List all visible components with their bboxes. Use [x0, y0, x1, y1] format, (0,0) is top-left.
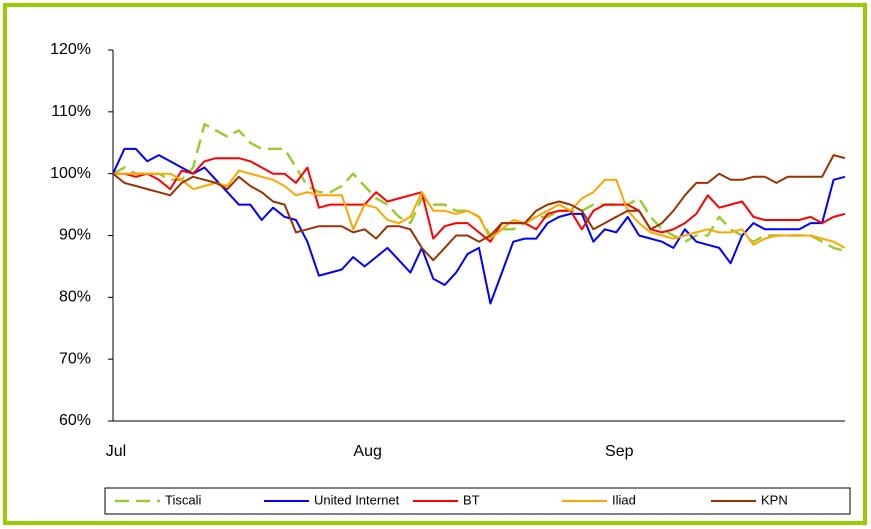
series-line [113, 169, 846, 249]
y-tick-label: 120% [50, 41, 91, 58]
y-tick-label: 100% [50, 165, 91, 182]
frame [3, 3, 867, 525]
x-tick-label: Aug [353, 443, 381, 460]
y-tick-label: 90% [59, 227, 91, 244]
legend-label: Tiscali [165, 492, 201, 507]
x-tick-label: Jul [106, 443, 126, 460]
series-line [112, 154, 846, 262]
y-tick-label: 60% [59, 412, 91, 429]
legend-label: Iliad [612, 492, 636, 507]
series-line [112, 147, 846, 305]
legend-label: KPN [761, 492, 788, 507]
y-tick-label: 110% [51, 103, 91, 120]
legend-label: BT [463, 492, 480, 507]
legend-label: United Internet [314, 492, 400, 507]
series-line [113, 157, 846, 243]
y-tick-label: 80% [59, 289, 91, 306]
x-tick-label: Sep [605, 443, 634, 460]
legend-entries: Tiscali United Internet BT Iliad KPN [115, 492, 788, 507]
y-tick-label: 70% [59, 350, 91, 367]
